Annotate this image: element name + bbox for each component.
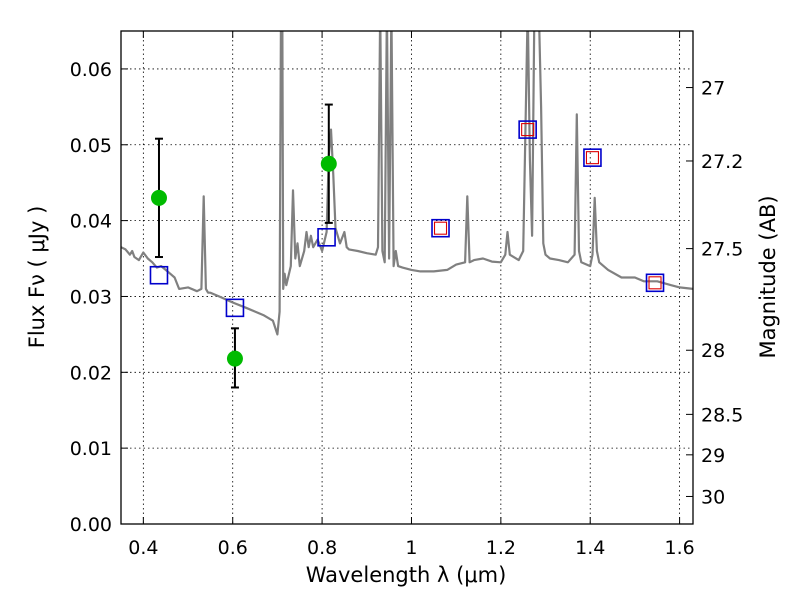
observed-point: [320, 155, 337, 172]
y2-tick-label: 28.5: [701, 404, 743, 426]
y2-axis-label: Magnitude (AB): [756, 195, 780, 358]
x-tick-label: 0.4: [128, 537, 158, 559]
data-layer: [121, 31, 693, 389]
y-tick-label: 0.00: [70, 514, 112, 536]
x-tick-label: 1.4: [575, 537, 605, 559]
y-tick-label: 0.02: [70, 362, 112, 384]
model-band-marker: [225, 298, 245, 318]
model-inner-marker: [521, 123, 535, 137]
y2-tick-label: 28: [701, 340, 725, 362]
x-tick-label: 1.6: [664, 537, 694, 559]
y2-tick-label: 30: [701, 486, 725, 508]
y2-tick-label: 29: [701, 445, 725, 467]
model-band-marker: [583, 148, 602, 167]
model-band-marker: [645, 273, 665, 293]
y-tick-label: 0.01: [70, 438, 112, 460]
y-tick-label: 0.04: [70, 211, 112, 233]
model-band-marker: [317, 228, 336, 247]
x-tick-label: 0.6: [218, 537, 248, 559]
model-band-marker: [149, 265, 169, 285]
spectrum-line: [121, 31, 693, 336]
y-tick-label: 0.06: [70, 59, 112, 81]
y2-tick-label: 27.5: [701, 239, 743, 261]
y-tick-label: 0.03: [70, 286, 112, 308]
model-inner-marker: [648, 276, 662, 290]
x-tick-label: 1: [405, 537, 417, 559]
x-tick-label: 1.2: [486, 537, 516, 559]
ticks: 0.4 0.6 0.8 1 1.2 1.4 1.6 0.00 0.01 0.02 0.03 0.04 0…: [70, 31, 743, 559]
grid: [121, 31, 693, 525]
plot-area-background: [121, 31, 693, 524]
x-tick-label: 0.8: [307, 537, 337, 559]
model-band-marker: [518, 120, 537, 139]
y-tick-label: 0.05: [70, 135, 112, 157]
x-axis-label: Wavelength λ (μm): [306, 563, 507, 587]
plot-frame: [120, 30, 694, 525]
y-axis-label: Flux Fν ( μJy ): [25, 206, 49, 349]
model-inner-marker: [433, 221, 448, 235]
y2-tick-label: 27.2: [701, 151, 743, 173]
observed-point: [150, 189, 167, 206]
model-inner-marker: [585, 151, 600, 165]
observed-point: [226, 350, 243, 367]
y2-tick-label: 27: [701, 78, 725, 100]
model-band-marker: [431, 218, 450, 238]
